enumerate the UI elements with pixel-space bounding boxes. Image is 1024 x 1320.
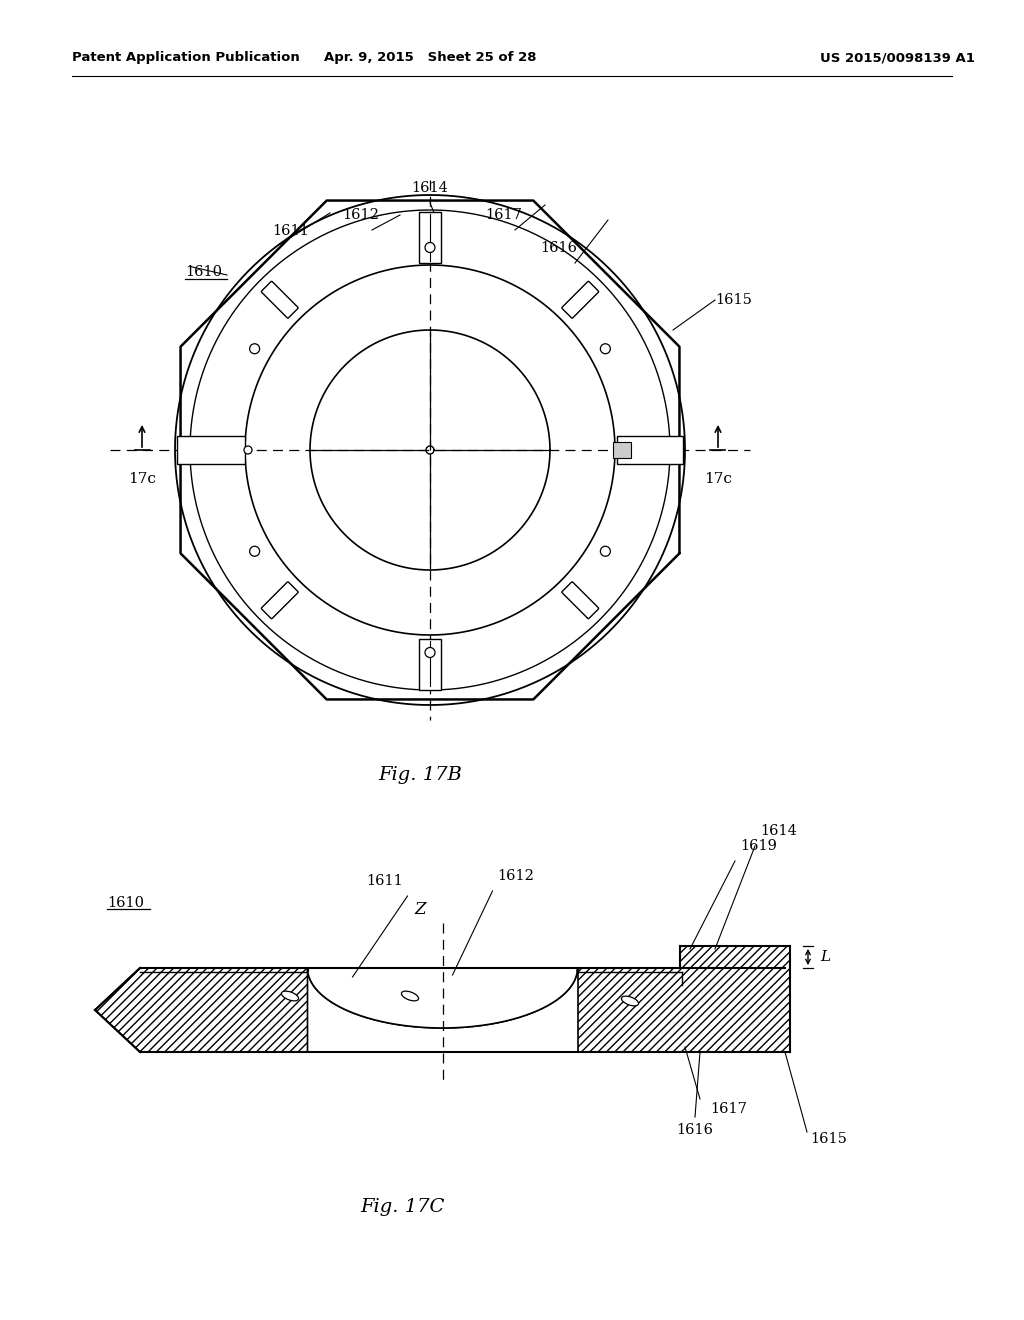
Text: 1614: 1614 — [760, 824, 797, 838]
Ellipse shape — [401, 991, 419, 1001]
Text: Patent Application Publication: Patent Application Publication — [72, 51, 300, 65]
Text: 17c: 17c — [705, 473, 732, 486]
Text: 1611: 1611 — [272, 224, 309, 238]
Bar — [613, 442, 631, 458]
Circle shape — [244, 446, 252, 454]
Text: Z: Z — [415, 902, 426, 917]
Text: 1616: 1616 — [540, 242, 577, 255]
Text: Fig. 17B: Fig. 17B — [378, 766, 462, 784]
Text: 1614: 1614 — [412, 181, 449, 195]
FancyBboxPatch shape — [261, 281, 298, 318]
Text: Apr. 9, 2015   Sheet 25 of 28: Apr. 9, 2015 Sheet 25 of 28 — [324, 51, 537, 65]
Text: 1617: 1617 — [485, 209, 522, 222]
Text: 17c: 17c — [128, 473, 156, 486]
Text: 1611: 1611 — [366, 874, 402, 888]
Text: 1615: 1615 — [810, 1133, 847, 1146]
Circle shape — [600, 343, 610, 354]
Bar — [177, 436, 245, 465]
Text: 1619: 1619 — [740, 840, 777, 853]
Circle shape — [250, 546, 260, 556]
FancyBboxPatch shape — [562, 582, 599, 619]
Circle shape — [250, 343, 260, 354]
Text: 1612: 1612 — [342, 209, 379, 222]
Text: US 2015/0098139 A1: US 2015/0098139 A1 — [820, 51, 975, 65]
Text: 1610: 1610 — [106, 896, 144, 909]
Text: Fig. 17C: Fig. 17C — [360, 1199, 444, 1216]
Bar — [419, 639, 441, 690]
Circle shape — [425, 243, 435, 252]
Text: 1616: 1616 — [677, 1123, 714, 1137]
FancyBboxPatch shape — [261, 582, 298, 619]
Bar — [617, 436, 683, 465]
Circle shape — [425, 648, 435, 657]
Polygon shape — [307, 968, 578, 1028]
Text: 1617: 1617 — [710, 1102, 746, 1115]
Text: 1615: 1615 — [715, 293, 752, 308]
Text: 1610: 1610 — [185, 265, 222, 279]
Bar — [419, 213, 441, 263]
FancyBboxPatch shape — [562, 281, 599, 318]
Text: 1612: 1612 — [498, 869, 535, 883]
Text: L: L — [820, 950, 830, 964]
Ellipse shape — [282, 991, 299, 1001]
Ellipse shape — [622, 997, 639, 1006]
Circle shape — [600, 546, 610, 556]
